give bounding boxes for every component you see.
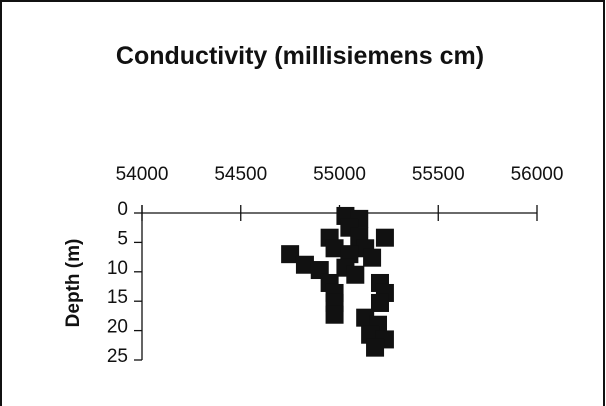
- x-tick-label: 54000: [116, 164, 169, 185]
- marker: [370, 293, 389, 312]
- y-tick-label: 10: [107, 258, 128, 279]
- y-axis-label: Depth (m): [63, 239, 84, 328]
- x-tick-label: 56000: [511, 164, 564, 185]
- marker: [366, 338, 385, 357]
- y-tick-label: 25: [107, 346, 128, 367]
- marker: [363, 248, 382, 267]
- marker: [325, 239, 344, 258]
- marker: [325, 305, 344, 324]
- x-tick-label: 55500: [412, 164, 465, 185]
- marker: [340, 245, 359, 264]
- y-tick-label: 20: [107, 317, 128, 338]
- marker: [281, 245, 300, 264]
- y-tick-label: 0: [117, 199, 128, 220]
- x-tick-label: 55000: [313, 164, 366, 185]
- marker: [346, 265, 365, 284]
- marker: [375, 228, 394, 247]
- marker: [295, 255, 314, 274]
- x-tick-label: 54500: [214, 164, 267, 185]
- y-tick-label: 15: [107, 287, 128, 308]
- y-tick-label: 5: [117, 228, 128, 249]
- chart-title: Conductivity (millisiemens cm): [115, 42, 485, 70]
